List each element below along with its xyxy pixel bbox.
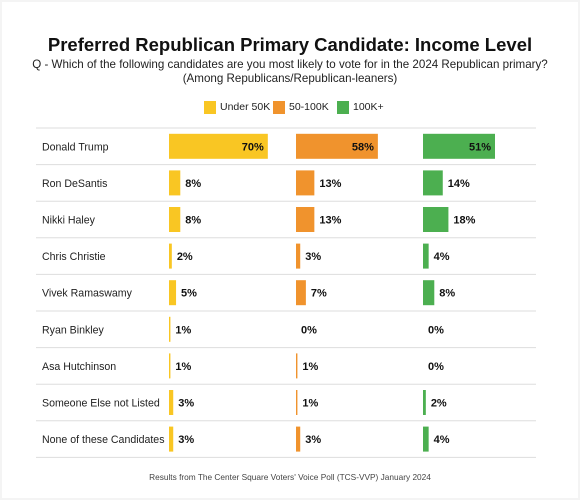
bar-vivek-ramaswamy-under-50k [169, 280, 177, 306]
category-label-nikki-haley: Nikki Haley [42, 215, 96, 227]
value-label-ryan-binkley-under-50k: 1% [175, 324, 191, 336]
bar-nikki-haley-50-100k [296, 207, 315, 232]
value-label-ryan-binkley-50-100k: 0% [301, 324, 317, 336]
legend-label: 100K+ [353, 101, 384, 113]
value-label-someone-else-not-listed-100k: 2% [431, 398, 447, 410]
value-label-nikki-haley-under-50k: 8% [185, 215, 201, 227]
category-label-chris-christie: Chris Christie [42, 251, 106, 263]
chart-title: Preferred Republican Primary Candidate: … [47, 34, 533, 55]
category-label-asa-hutchinson: Asa Hutchinson [42, 361, 116, 373]
value-label-chris-christie-50-100k: 3% [305, 251, 321, 263]
value-label-none-of-these-candidates-100k: 4% [434, 434, 450, 446]
bar-chris-christie-under-50k [169, 243, 172, 269]
value-label-donald-trump-50-100k: 58% [352, 141, 374, 153]
value-label-nikki-haley-50-100k: 13% [319, 215, 341, 227]
legend-swatch [204, 101, 216, 114]
value-label-donald-trump-under-50k: 70% [242, 141, 264, 153]
value-label-asa-hutchinson-under-50k: 1% [175, 361, 191, 373]
bar-nikki-haley-100k [423, 207, 449, 232]
value-label-donald-trump-100k: 51% [469, 141, 491, 153]
subtitle-line-1: Q - Which of the following candidates ar… [32, 58, 548, 71]
category-label-ryan-binkley: Ryan Binkley [42, 324, 105, 336]
bar-chris-christie-50-100k [296, 243, 301, 269]
value-label-vivek-ramaswamy-50-100k: 7% [311, 288, 327, 300]
category-label-vivek-ramaswamy: Vivek Ramaswamy [42, 288, 133, 300]
legend-swatch [337, 101, 349, 114]
category-label-someone-else-not-listed: Someone Else not Listed [42, 398, 160, 410]
bar-vivek-ramaswamy-50-100k [296, 280, 306, 306]
chart-subtitle: Q - Which of the following candidates ar… [0, 58, 580, 86]
bar-someone-else-not-listed-50-100k [296, 390, 298, 415]
legend-swatch [273, 101, 285, 114]
bar-someone-else-not-listed-under-50k [169, 390, 174, 415]
value-label-ron-desantis-100k: 14% [448, 178, 470, 190]
chart-legend: Under 50K 50-100K 100K+ [0, 101, 580, 115]
legend-label: 50-100K [289, 101, 329, 113]
value-label-vivek-ramaswamy-under-50k: 5% [181, 288, 197, 300]
bar-none-of-these-candidates-under-50k [169, 426, 174, 452]
bar-ron-desantis-100k [423, 170, 443, 196]
bar-someone-else-not-listed-100k [423, 390, 426, 415]
value-label-ryan-binkley-100k: 0% [428, 324, 444, 336]
value-label-chris-christie-under-50k: 2% [177, 251, 193, 263]
subtitle-line-2: (Among Republicans/Republican-leaners) [182, 72, 398, 85]
bar-ryan-binkley-under-50k [169, 316, 171, 342]
value-label-ron-desantis-50-100k: 13% [319, 178, 341, 190]
value-label-none-of-these-candidates-under-50k: 3% [178, 434, 194, 446]
category-label-ron-desantis: Ron DeSantis [42, 178, 107, 190]
value-label-ron-desantis-under-50k: 8% [185, 178, 201, 190]
bar-none-of-these-candidates-100k [423, 426, 429, 452]
value-label-asa-hutchinson-100k: 0% [428, 361, 444, 373]
value-label-vivek-ramaswamy-100k: 8% [439, 288, 455, 300]
bar-donald-trump-50-100k [296, 133, 378, 159]
bar-vivek-ramaswamy-100k [423, 280, 435, 306]
category-label-donald-trump: Donald Trump [42, 141, 109, 153]
bar-none-of-these-candidates-50-100k [296, 426, 301, 452]
value-label-chris-christie-100k: 4% [434, 251, 450, 263]
value-label-none-of-these-candidates-50-100k: 3% [305, 434, 321, 446]
bar-asa-hutchinson-under-50k [169, 353, 171, 379]
value-label-someone-else-not-listed-50-100k: 1% [302, 398, 318, 410]
chart-footer: Results from The Center Square Voters' V… [149, 472, 431, 482]
category-label-none-of-these-candidates: None of these Candidates [42, 434, 165, 446]
value-label-asa-hutchinson-50-100k: 1% [302, 361, 318, 373]
legend-label: Under 50K [220, 101, 271, 113]
bar-nikki-haley-under-50k [169, 207, 181, 232]
bar-donald-trump-under-50k [169, 133, 268, 159]
bar-asa-hutchinson-50-100k [296, 353, 298, 379]
value-label-someone-else-not-listed-under-50k: 3% [178, 398, 194, 410]
value-label-nikki-haley-100k: 18% [453, 215, 475, 227]
bar-chris-christie-100k [423, 243, 429, 269]
bar-donald-trump-100k [423, 133, 495, 159]
bar-ron-desantis-under-50k [169, 170, 181, 196]
bar-ron-desantis-50-100k [296, 170, 315, 196]
